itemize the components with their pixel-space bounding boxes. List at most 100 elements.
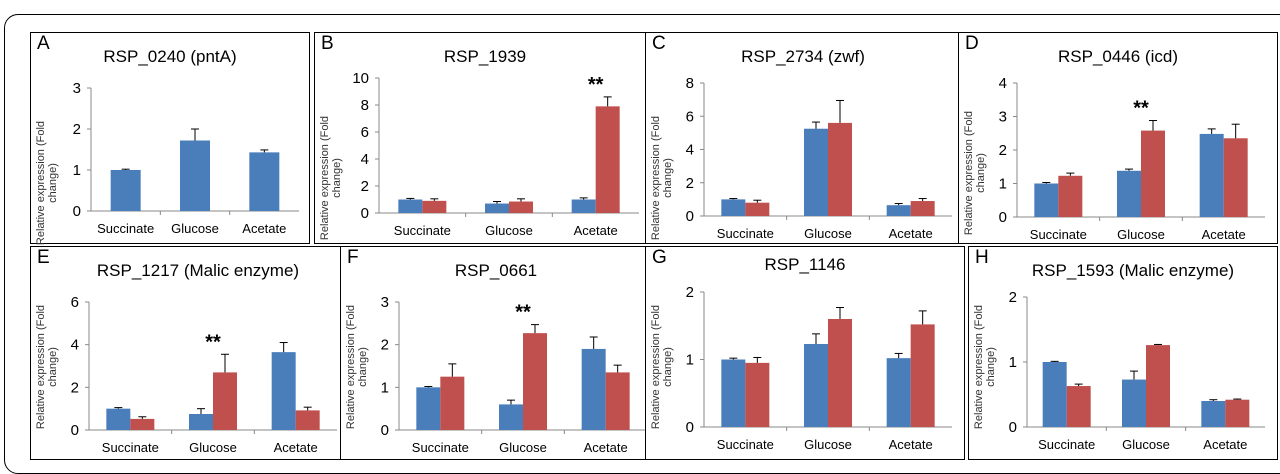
x-tick-label: Succinate [412,440,469,455]
y-tick-label: 1 [381,379,389,396]
panel-title: RSP_0661 [454,261,538,280]
bar-blue [1034,183,1059,217]
bar-red [605,372,630,430]
bar-chart-a: 0 1 2 3 Succinate Glucose Acetate [73,80,299,236]
bar-blue [1117,170,1141,217]
bar-blue [416,387,441,430]
y-tick-label: 0 [1009,419,1017,436]
y-tick-label: 0 [999,209,1007,226]
bar-red [1146,345,1170,427]
bar-red [595,106,620,213]
panel-b: B RSP_1939 Relative expression (Fold cha… [314,32,656,244]
bar-blue [106,408,131,430]
bar-blue [571,199,596,213]
bar-red [745,202,770,216]
panel-title: RSP_0240 (pntA) [103,47,237,66]
y-tick-label: 2 [686,175,694,192]
panel-c: C RSP_2734 (zwf) Relative expression (Fo… [645,32,961,244]
y-tick-label: 0 [71,422,79,439]
bar-red [213,372,237,430]
panel-d: D RSP_0446 (icd) Relative expression (Fo… [958,32,1278,244]
y-tick-label: 6 [71,294,79,311]
panel-a: A RSP_0240 (pntA) Relative expression (F… [30,32,310,245]
y-tick-label: 6 [361,124,369,141]
x-tick-label: Succinate [1038,437,1095,452]
x-tick-label: Glucose [499,440,547,455]
y-tick-label: 0 [361,205,369,222]
x-tick-label: Glucose [1117,227,1165,242]
bar-red [509,201,533,213]
x-tick-label: Acetate [574,223,618,238]
bar-chart-c: 0 2 4 6 8 Succinate Glucose Acetate [686,75,952,241]
x-tick-label: Glucose [1122,437,1170,452]
bar-chart-h: 0 1 2 Succinate Glucose Acetate [1009,289,1265,452]
y-tick-label: 2 [1009,289,1017,306]
x-tick-label: Acetate [1202,227,1246,242]
x-tick-label: Succinate [394,223,451,238]
significance-marker: ** [1133,98,1149,120]
y-tick-label: 8 [686,75,694,92]
y-tick-label: 4 [361,151,369,168]
panel-title: RSP_1146 [764,255,846,274]
y-tick-label: 8 [361,97,369,114]
bar-red [828,122,852,216]
x-tick-label: Acetate [274,440,318,455]
bar-blue [1201,401,1226,427]
y-tick-label: 10 [352,70,369,87]
bar-blue [189,414,213,430]
bar-blue [249,152,280,211]
x-tick-label: Acetate [889,437,933,452]
x-tick-label: Glucose [804,437,852,452]
y-tick-label: 3 [381,294,389,311]
bar-red [523,333,547,430]
bar-blue [1199,133,1224,217]
bar-blue [485,203,509,213]
x-tick-label: Glucose [189,440,237,455]
y-tick-label: 2 [73,121,81,138]
x-tick-label: Succinate [97,221,154,236]
panel-g: G RSP_1146 Relative expression (Fold cha… [645,246,965,460]
bar-red [910,324,935,427]
y-tick-label: 6 [686,108,694,125]
bar-red [440,376,465,430]
bar-red [422,200,447,213]
y-tick-label: 2 [381,337,389,354]
y-tick-label: 1 [1009,354,1017,371]
y-tick-label: 2 [71,379,79,396]
x-tick-label: Glucose [804,226,852,241]
bar-blue [499,404,523,430]
bar-red [745,362,770,427]
bar-blue [180,140,210,211]
panel-title: RSP_1217 (Malic enzyme) [96,261,300,280]
bar-red [130,418,155,430]
x-tick-label: Acetate [889,226,933,241]
bar-chart-g: 0 1 2 Succinate Glucose Acetate [686,284,952,452]
bar-blue [110,170,141,211]
bar-red [1223,138,1248,217]
bar-chart-e: 0 2 4 6 Succinate Glucose Acetate ** [71,294,337,455]
bar-blue [581,348,606,430]
panel-label: B [321,33,334,54]
y-tick-label: 1 [73,162,81,179]
bar-chart-f: 0 1 2 3 Succinate Glucose Acetate ** [381,294,647,455]
x-tick-label: Acetate [1203,437,1247,452]
x-tick-label: Succinate [1030,227,1087,242]
y-tick-label: 0 [686,208,694,225]
panel-label: A [37,33,50,54]
bar-red [828,319,852,427]
panel-title: RSP_2734 (zwf) [741,47,865,66]
panel-label: H [975,247,989,268]
bar-red [910,201,935,216]
bar-blue [886,205,911,216]
bar-chart-b: 0 2 4 6 8 10 Succinate Glucose Acetate ** [352,70,639,238]
x-tick-label: Glucose [171,221,219,236]
significance-marker: ** [205,331,221,353]
panel-label: C [652,33,666,54]
bar-blue [271,352,296,430]
y-tick-label: 0 [686,419,694,436]
x-tick-label: Acetate [242,221,286,236]
panel-title: RSP_1939 [443,47,527,66]
panel-h: H RSP_1593 (Malic enzyme) Relative expre… [968,246,1278,460]
x-tick-label: Succinate [717,437,774,452]
y-tick-label: 2 [361,178,369,195]
